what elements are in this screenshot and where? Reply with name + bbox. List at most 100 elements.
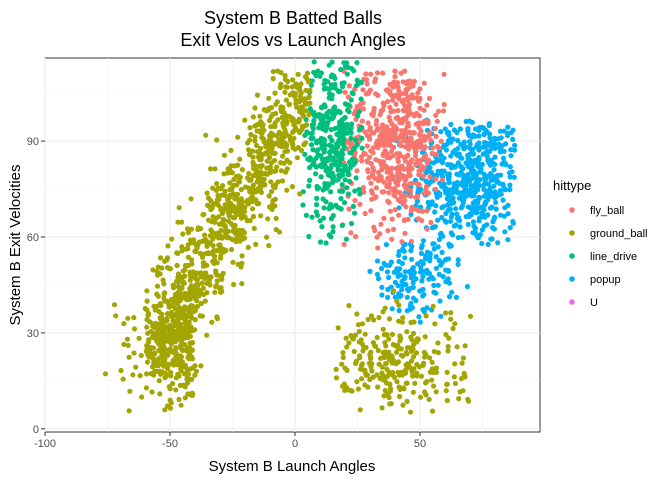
- point-popup: [386, 275, 391, 280]
- point-ground_ball: [130, 372, 135, 377]
- point-line_drive: [308, 157, 313, 162]
- x-tick-label: -50: [162, 438, 178, 450]
- point-fly_ball: [424, 208, 429, 213]
- point-fly_ball: [365, 158, 370, 163]
- point-ground_ball: [382, 377, 387, 382]
- point-ground_ball: [215, 197, 220, 202]
- point-fly_ball: [357, 202, 362, 207]
- point-popup: [421, 238, 426, 243]
- point-ground_ball: [190, 365, 195, 370]
- point-fly_ball: [401, 167, 406, 172]
- point-popup: [390, 306, 395, 311]
- point-ground_ball: [431, 304, 436, 309]
- point-fly_ball: [422, 81, 427, 86]
- point-fly_ball: [411, 83, 416, 88]
- y-tick-label: 90: [27, 136, 39, 148]
- point-ground_ball: [273, 197, 278, 202]
- y-tick-label: 60: [27, 232, 39, 244]
- point-ground_ball: [418, 395, 423, 400]
- point-ground_ball: [103, 371, 108, 376]
- point-ground_ball: [356, 386, 361, 391]
- point-ground_ball: [168, 398, 173, 403]
- point-fly_ball: [428, 138, 433, 143]
- point-ground_ball: [262, 182, 267, 187]
- point-ground_ball: [240, 167, 245, 172]
- point-ground_ball: [131, 315, 136, 320]
- point-fly_ball: [390, 145, 395, 150]
- point-fly_ball: [381, 143, 386, 148]
- point-fly_ball: [388, 209, 393, 214]
- point-line_drive: [314, 139, 319, 144]
- point-fly_ball: [412, 113, 417, 118]
- point-ground_ball: [163, 371, 168, 376]
- point-line_drive: [314, 196, 319, 201]
- point-ground_ball: [204, 244, 209, 249]
- point-ground_ball: [410, 373, 415, 378]
- point-popup: [419, 278, 424, 283]
- point-popup: [501, 198, 506, 203]
- point-ground_ball: [341, 355, 346, 360]
- point-ground_ball: [288, 138, 293, 143]
- point-ground_ball: [185, 370, 190, 375]
- point-fly_ball: [399, 239, 404, 244]
- point-ground_ball: [429, 378, 434, 383]
- point-line_drive: [315, 69, 320, 74]
- point-fly_ball: [395, 183, 400, 188]
- point-popup: [476, 157, 481, 162]
- point-ground_ball: [456, 396, 461, 401]
- point-ground_ball: [234, 182, 239, 187]
- point-popup: [419, 251, 424, 256]
- point-ground_ball: [382, 340, 387, 345]
- point-popup: [420, 307, 425, 312]
- legend-key-ground_ball: [569, 230, 575, 236]
- point-popup: [475, 187, 480, 192]
- point-ground_ball: [460, 361, 465, 366]
- point-popup: [475, 142, 480, 147]
- point-line_drive: [327, 150, 332, 155]
- point-ground_ball: [236, 262, 241, 267]
- point-line_drive: [343, 115, 348, 120]
- point-popup: [382, 261, 387, 266]
- point-popup: [492, 226, 497, 231]
- point-line_drive: [309, 142, 314, 147]
- point-fly_ball: [415, 90, 420, 95]
- point-ground_ball: [253, 242, 258, 247]
- point-ground_ball: [145, 360, 150, 365]
- point-popup: [446, 242, 451, 247]
- point-ground_ball: [400, 403, 405, 408]
- point-ground_ball: [165, 243, 170, 248]
- point-fly_ball: [348, 230, 353, 235]
- point-fly_ball: [433, 187, 438, 192]
- y-tick-label: 30: [27, 328, 39, 340]
- point-ground_ball: [268, 179, 273, 184]
- point-ground_ball: [231, 204, 236, 209]
- point-popup: [418, 265, 423, 270]
- point-ground_ball: [461, 355, 466, 360]
- point-line_drive: [324, 240, 329, 245]
- point-ground_ball: [121, 342, 126, 347]
- point-line_drive: [349, 97, 354, 102]
- point-ground_ball: [404, 381, 409, 386]
- point-fly_ball: [393, 93, 398, 98]
- point-ground_ball: [218, 234, 223, 239]
- point-ground_ball: [145, 299, 150, 304]
- point-line_drive: [329, 216, 334, 221]
- point-popup: [487, 121, 492, 126]
- point-ground_ball: [188, 349, 193, 354]
- point-fly_ball: [421, 108, 426, 113]
- point-ground_ball: [209, 219, 214, 224]
- point-popup: [396, 253, 401, 258]
- point-ground_ball: [179, 244, 184, 249]
- point-popup: [405, 295, 410, 300]
- point-ground_ball: [170, 381, 175, 386]
- point-fly_ball: [395, 115, 400, 120]
- point-fly_ball: [387, 200, 392, 205]
- point-popup: [427, 258, 432, 263]
- point-popup: [464, 214, 469, 219]
- point-popup: [434, 254, 439, 259]
- point-ground_ball: [250, 194, 255, 199]
- point-ground_ball: [381, 327, 386, 332]
- point-fly_ball: [372, 228, 377, 233]
- x-axis-title: System B Launch Angles: [209, 458, 376, 475]
- point-ground_ball: [240, 253, 245, 258]
